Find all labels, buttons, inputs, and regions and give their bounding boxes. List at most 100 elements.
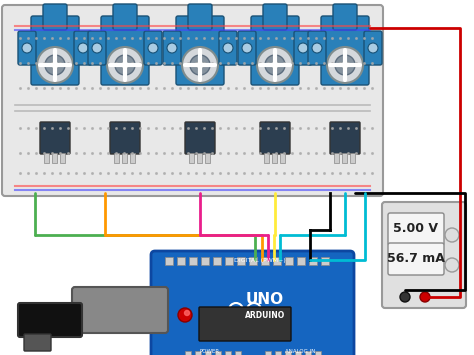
Bar bbox=[185, 351, 191, 355]
Circle shape bbox=[184, 311, 190, 316]
Bar bbox=[343, 153, 347, 163]
FancyBboxPatch shape bbox=[294, 31, 312, 65]
Bar bbox=[297, 257, 305, 265]
Bar bbox=[45, 153, 49, 163]
Bar bbox=[195, 351, 201, 355]
Circle shape bbox=[271, 61, 279, 69]
Circle shape bbox=[37, 47, 73, 83]
FancyBboxPatch shape bbox=[18, 303, 82, 337]
Bar bbox=[309, 257, 317, 265]
Bar bbox=[189, 257, 197, 265]
FancyBboxPatch shape bbox=[74, 31, 92, 65]
Bar bbox=[177, 257, 185, 265]
Circle shape bbox=[22, 43, 32, 53]
Bar bbox=[249, 257, 257, 265]
Circle shape bbox=[115, 55, 135, 75]
FancyBboxPatch shape bbox=[185, 122, 215, 154]
Circle shape bbox=[107, 47, 143, 83]
Bar bbox=[53, 153, 57, 163]
Bar bbox=[122, 153, 128, 163]
Circle shape bbox=[368, 43, 378, 53]
Bar bbox=[273, 257, 281, 265]
FancyBboxPatch shape bbox=[2, 5, 383, 196]
Text: UNO: UNO bbox=[246, 293, 284, 307]
FancyBboxPatch shape bbox=[144, 31, 162, 65]
Bar bbox=[225, 257, 233, 265]
Circle shape bbox=[420, 292, 430, 302]
Bar bbox=[205, 351, 211, 355]
Circle shape bbox=[178, 308, 192, 322]
Circle shape bbox=[257, 47, 293, 83]
FancyBboxPatch shape bbox=[364, 31, 382, 65]
Circle shape bbox=[242, 43, 252, 53]
Bar bbox=[350, 153, 356, 163]
FancyBboxPatch shape bbox=[110, 122, 140, 154]
FancyBboxPatch shape bbox=[382, 202, 466, 308]
FancyBboxPatch shape bbox=[199, 307, 291, 341]
FancyBboxPatch shape bbox=[188, 4, 212, 30]
Circle shape bbox=[121, 61, 129, 69]
Bar bbox=[235, 351, 241, 355]
Bar bbox=[213, 257, 221, 265]
FancyBboxPatch shape bbox=[151, 251, 354, 355]
Circle shape bbox=[148, 43, 158, 53]
Bar bbox=[130, 153, 136, 163]
Bar bbox=[206, 153, 210, 163]
FancyBboxPatch shape bbox=[31, 16, 79, 85]
Bar bbox=[285, 257, 293, 265]
FancyBboxPatch shape bbox=[330, 122, 360, 154]
Bar bbox=[295, 351, 301, 355]
FancyBboxPatch shape bbox=[388, 213, 444, 245]
FancyBboxPatch shape bbox=[163, 31, 181, 65]
Circle shape bbox=[167, 43, 177, 53]
Bar bbox=[115, 153, 119, 163]
Bar bbox=[201, 257, 209, 265]
Circle shape bbox=[182, 47, 218, 83]
Bar bbox=[281, 153, 285, 163]
Circle shape bbox=[341, 61, 349, 69]
FancyBboxPatch shape bbox=[251, 16, 299, 85]
Bar bbox=[265, 351, 271, 355]
Bar bbox=[285, 351, 291, 355]
Circle shape bbox=[335, 55, 355, 75]
Bar bbox=[273, 153, 277, 163]
Circle shape bbox=[327, 47, 363, 83]
Circle shape bbox=[312, 43, 322, 53]
Circle shape bbox=[445, 258, 459, 272]
Circle shape bbox=[400, 292, 410, 302]
FancyBboxPatch shape bbox=[263, 4, 287, 30]
Circle shape bbox=[223, 43, 233, 53]
Bar bbox=[275, 351, 281, 355]
FancyBboxPatch shape bbox=[101, 16, 149, 85]
FancyBboxPatch shape bbox=[308, 31, 326, 65]
Bar bbox=[261, 257, 269, 265]
FancyBboxPatch shape bbox=[40, 122, 70, 154]
FancyBboxPatch shape bbox=[260, 122, 290, 154]
Circle shape bbox=[51, 61, 59, 69]
Circle shape bbox=[265, 55, 285, 75]
Circle shape bbox=[45, 55, 65, 75]
FancyBboxPatch shape bbox=[321, 16, 369, 85]
Circle shape bbox=[298, 43, 308, 53]
Bar bbox=[215, 351, 221, 355]
FancyBboxPatch shape bbox=[238, 31, 256, 65]
Bar bbox=[237, 257, 245, 265]
FancyBboxPatch shape bbox=[24, 334, 51, 351]
Bar bbox=[225, 351, 231, 355]
Circle shape bbox=[196, 61, 204, 69]
Text: ARDUINO: ARDUINO bbox=[245, 311, 285, 320]
Bar bbox=[315, 351, 321, 355]
Text: ANALOG IN: ANALOG IN bbox=[285, 349, 315, 354]
FancyBboxPatch shape bbox=[388, 243, 444, 275]
Bar bbox=[305, 351, 311, 355]
Text: POWER: POWER bbox=[200, 349, 220, 354]
Bar bbox=[321, 257, 329, 265]
FancyBboxPatch shape bbox=[72, 287, 168, 333]
FancyBboxPatch shape bbox=[333, 4, 357, 30]
Bar bbox=[165, 257, 173, 265]
FancyBboxPatch shape bbox=[219, 31, 237, 65]
Bar bbox=[335, 153, 339, 163]
Circle shape bbox=[92, 43, 102, 53]
FancyBboxPatch shape bbox=[176, 16, 224, 85]
Circle shape bbox=[190, 55, 210, 75]
